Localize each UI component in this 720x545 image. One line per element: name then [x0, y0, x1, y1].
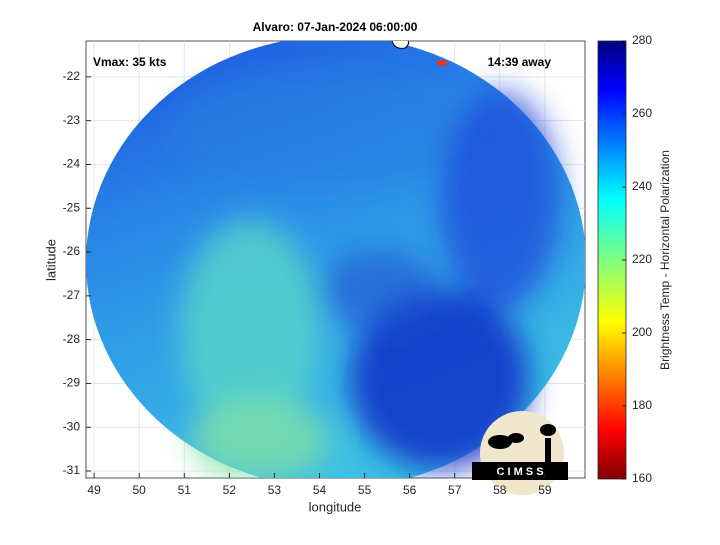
y-tick-label: -28: [63, 332, 81, 346]
colorbar-label: Brightness Temp - Horizontal Polarizatio…: [658, 150, 672, 370]
x-tick-label: 55: [358, 483, 372, 497]
x-tick-label: 54: [313, 483, 327, 497]
cimss-logo: C I M S S: [472, 411, 568, 495]
y-tick-label: -29: [63, 376, 81, 390]
x-tick-label: 56: [403, 483, 417, 497]
y-tick-label: -22: [63, 69, 81, 83]
colorbar-tick-label: 220: [632, 252, 652, 266]
x-tick-label: 51: [178, 483, 192, 497]
y-tick-label: -24: [63, 157, 81, 171]
swath-image: [86, 41, 585, 478]
x-tick-label: 59: [538, 483, 552, 497]
colorbar-tick-label: 180: [632, 398, 652, 412]
x-tick-label: 53: [268, 483, 282, 497]
coastline: [391, 40, 410, 49]
x-tick-label: 57: [448, 483, 462, 497]
chart-title: Alvaro: 07-Jan-2024 06:00:00: [253, 20, 418, 34]
y-tick-label: -31: [63, 463, 81, 477]
colorbar-tick-label: 280: [632, 33, 652, 47]
colorbar-tick-label: 260: [632, 106, 652, 120]
x-axis-label: longitude: [309, 499, 362, 514]
x-tick-label: 49: [87, 483, 101, 497]
colorbar: [597, 40, 627, 480]
annotation: 14:39 away: [488, 55, 552, 69]
colorbar-tick-label: 200: [632, 325, 652, 339]
annotation: Vmax: 35 kts: [93, 55, 167, 69]
y-tick-label: -30: [63, 419, 81, 433]
logo-text: C I M S S: [496, 466, 543, 478]
y-tick-label: -25: [63, 200, 81, 214]
y-tick-label: -23: [63, 113, 81, 127]
x-tick-label: 52: [223, 483, 237, 497]
y-tick-label: -26: [63, 244, 81, 258]
y-axis-label: latitude: [43, 239, 58, 281]
colorbar-tick-label: 240: [632, 179, 652, 193]
y-tick-label: -27: [63, 288, 81, 302]
colorbar-tick-label: 160: [632, 471, 652, 485]
x-tick-label: 50: [133, 483, 147, 497]
x-tick-label: 58: [493, 483, 507, 497]
